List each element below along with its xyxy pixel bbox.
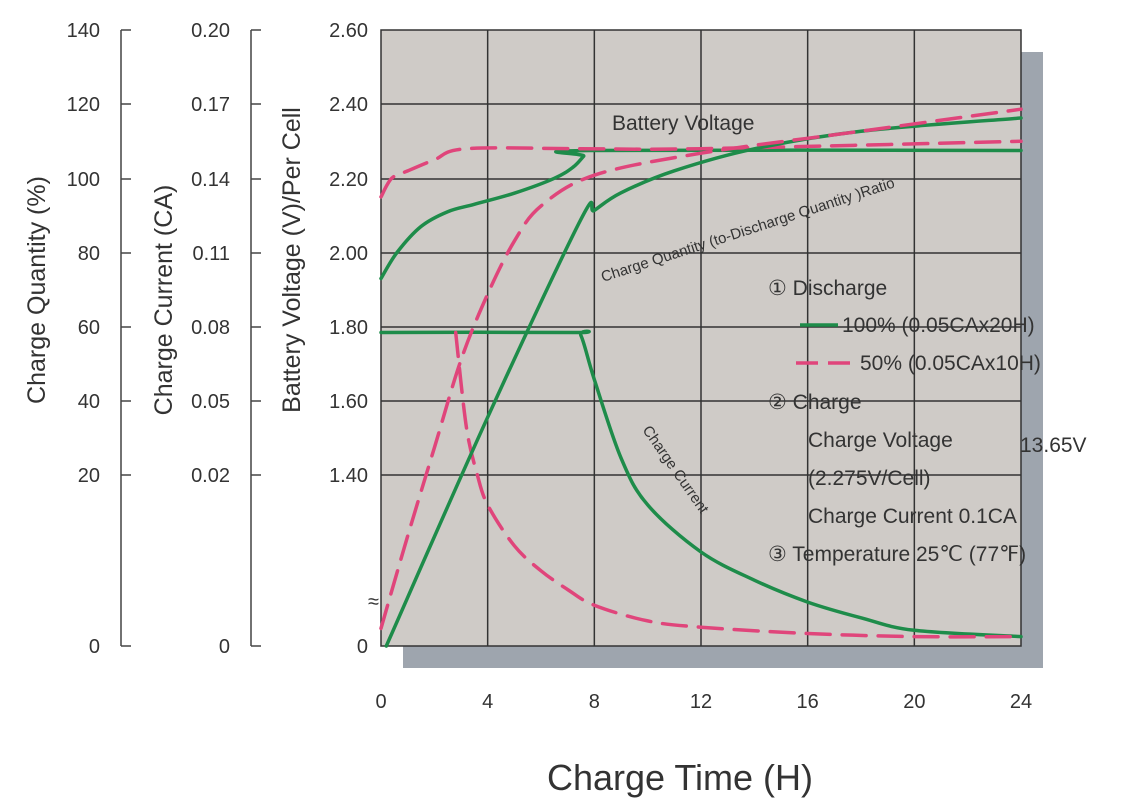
- legend-discharge-title: ① Discharge: [768, 277, 887, 300]
- grid: [381, 30, 1021, 646]
- legend-item-100: 100% (0.05CAx20H): [842, 314, 1035, 337]
- legend-charge-current: Charge Current 0.1CA: [808, 505, 1017, 528]
- y-tick-label: 40: [78, 391, 100, 413]
- left-axes: 140 120 100 80 60 40 20 0 0.20 0.17 0.14 0.11 0.08 0.…: [67, 20, 368, 658]
- y-tick-label: 140: [67, 20, 100, 42]
- axis-break-symbol: ≈: [368, 591, 379, 613]
- battery-voltage-label: Battery Voltage: [612, 112, 754, 135]
- x-tick-label: 4: [482, 691, 493, 713]
- y-tick-label: 0.11: [193, 243, 230, 265]
- y-tick-label: 0: [357, 636, 368, 658]
- x-axis-title: Charge Time (H): [547, 757, 813, 798]
- y-tick-label: 0: [219, 636, 230, 658]
- series-current-100: [379, 329, 1023, 639]
- x-tick-label: 12: [690, 691, 712, 713]
- legend-item-50: 50% (0.05CAx10H): [860, 352, 1041, 375]
- y-tick-label: 0: [89, 636, 100, 658]
- legend-charge-voltage-value: 13.65V: [1020, 434, 1087, 457]
- y-tick-label: 2.20: [329, 169, 368, 191]
- y-tick-label: 1.60: [329, 391, 368, 413]
- y-tick-label: 2.00: [329, 243, 368, 265]
- current-axis-title: Charge Current (CA): [150, 185, 178, 416]
- legend-charge-voltage-label: Charge Voltage: [808, 429, 953, 452]
- x-tick-label: 8: [589, 691, 600, 713]
- series-voltage-50: [379, 139, 1023, 199]
- legend-charge-title: ② Charge: [768, 391, 862, 414]
- series-layer: [379, 107, 1023, 648]
- y-tick-label: 0.20: [191, 20, 230, 42]
- y-tick-label: 100: [67, 169, 100, 191]
- y-tick-label: 0.17: [191, 94, 230, 116]
- y-tick-label: 0.05: [191, 391, 230, 413]
- x-tick-label: 20: [903, 691, 925, 713]
- y-tick-label: 2.60: [329, 20, 368, 42]
- y-tick-label: 0.08: [191, 317, 230, 339]
- x-tick-label: 16: [797, 691, 819, 713]
- legend-charge-voltage-per-cell: (2.275V/Cell): [808, 467, 931, 490]
- quantity-axis-title: Charge Quantity (%): [23, 176, 51, 404]
- y-tick-label: 0.14: [191, 169, 230, 191]
- y-tick-label: 20: [78, 465, 100, 487]
- y-tick-label: 120: [67, 94, 100, 116]
- x-tick-label: 24: [1010, 691, 1032, 713]
- y-tick-label: 1.80: [329, 317, 368, 339]
- y-tick-label: 0.02: [191, 465, 230, 487]
- y-tick-label: 60: [78, 317, 100, 339]
- series-current-50: [453, 330, 1023, 639]
- y-tick-label: 2.40: [329, 94, 368, 116]
- voltage-axis-title: Battery Voltage (V)/Per Cell: [278, 107, 306, 413]
- legend-temperature: ③ Temperature 25℃ (77℉): [768, 543, 1026, 566]
- y-tick-label: 80: [78, 243, 100, 265]
- series-quantity-50: [379, 107, 1023, 631]
- x-axis: 0 4 8 12 16 20 24: [375, 691, 1032, 713]
- y-tick-label: 1.40: [329, 465, 368, 487]
- legend-swatches: [796, 323, 854, 365]
- x-tick-label: 0: [375, 691, 386, 713]
